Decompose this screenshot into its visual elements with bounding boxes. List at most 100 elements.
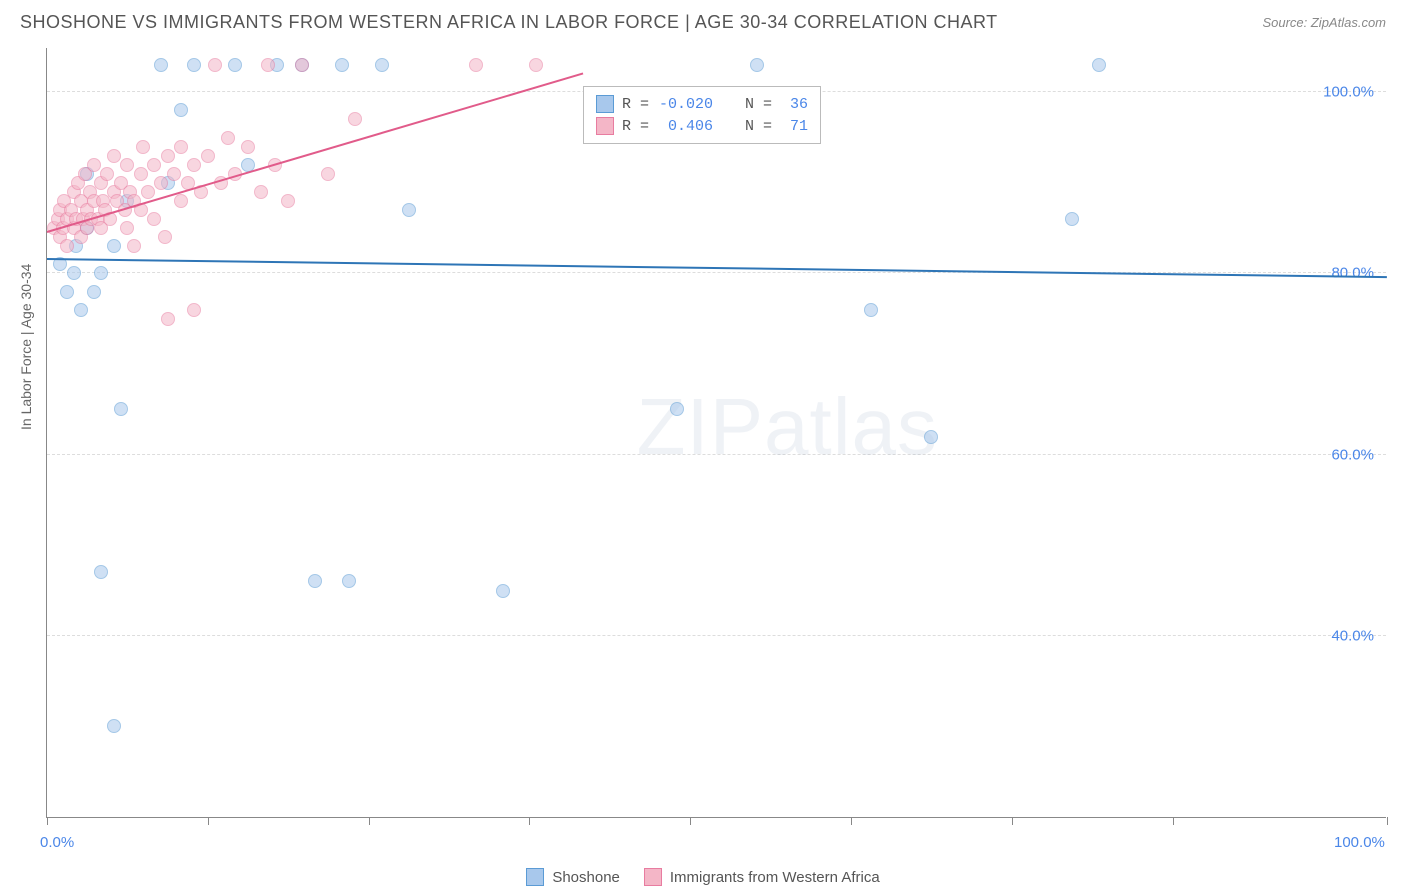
- data-point: [924, 430, 938, 444]
- data-point: [67, 266, 81, 280]
- data-point: [375, 58, 389, 72]
- data-point: [1065, 212, 1079, 226]
- data-point: [241, 140, 255, 154]
- data-point: [107, 239, 121, 253]
- data-point: [134, 167, 148, 181]
- r-value: 0.406: [657, 118, 713, 135]
- data-point: [120, 158, 134, 172]
- data-point: [94, 565, 108, 579]
- n-label: N =: [745, 96, 772, 113]
- data-point: [107, 719, 121, 733]
- legend-swatch: [596, 95, 614, 113]
- data-point: [154, 58, 168, 72]
- data-point: [201, 149, 215, 163]
- data-point: [87, 285, 101, 299]
- data-point: [94, 266, 108, 280]
- x-tick: [1012, 817, 1013, 825]
- data-point: [158, 230, 172, 244]
- n-value: 36: [780, 96, 808, 113]
- data-point: [261, 58, 275, 72]
- data-point: [308, 574, 322, 588]
- y-tick-label: 60.0%: [1331, 446, 1374, 463]
- data-point: [74, 303, 88, 317]
- data-point: [141, 185, 155, 199]
- data-point: [187, 158, 201, 172]
- legend-label: Shoshone: [552, 869, 620, 886]
- data-point: [87, 158, 101, 172]
- data-point: [228, 58, 242, 72]
- r-label: R =: [622, 96, 649, 113]
- watermark: ZIPatlas: [637, 381, 938, 473]
- n-value: 71: [780, 118, 808, 135]
- x-tick: [208, 817, 209, 825]
- data-point: [221, 131, 235, 145]
- data-point: [208, 58, 222, 72]
- data-point: [342, 574, 356, 588]
- data-point: [174, 103, 188, 117]
- x-tick: [369, 817, 370, 825]
- data-point: [864, 303, 878, 317]
- r-value: -0.020: [657, 96, 713, 113]
- data-point: [529, 58, 543, 72]
- data-point: [60, 239, 74, 253]
- bottom-legend: Shoshone Immigrants from Western Africa: [0, 868, 1406, 886]
- stats-legend-row: R = 0.406 N = 71: [596, 115, 808, 137]
- legend-item: Immigrants from Western Africa: [644, 868, 880, 886]
- x-tick: [47, 817, 48, 825]
- data-point: [670, 402, 684, 416]
- x-tick: [851, 817, 852, 825]
- y-axis-label: In Labor Force | Age 30-34: [18, 264, 34, 430]
- data-point: [335, 58, 349, 72]
- y-tick-label: 80.0%: [1331, 265, 1374, 282]
- data-point: [496, 584, 510, 598]
- data-point: [254, 185, 268, 199]
- data-point: [127, 239, 141, 253]
- plot-area: 40.0% 60.0% 80.0% 100.0% ZIPatlas R = -0.020 N …: [46, 48, 1386, 818]
- stats-legend: R = -0.020 N = 36 R = 0.406 N = 71: [583, 86, 821, 144]
- chart-title: SHOSHONE VS IMMIGRANTS FROM WESTERN AFRI…: [20, 12, 998, 33]
- data-point: [167, 167, 181, 181]
- data-point: [750, 58, 764, 72]
- trend-line: [47, 258, 1387, 278]
- data-point: [161, 312, 175, 326]
- data-point: [174, 140, 188, 154]
- legend-label: Immigrants from Western Africa: [670, 869, 880, 886]
- legend-swatch: [596, 117, 614, 135]
- data-point: [1092, 58, 1106, 72]
- chart-header: SHOSHONE VS IMMIGRANTS FROM WESTERN AFRI…: [0, 0, 1406, 41]
- n-label: N =: [745, 118, 772, 135]
- data-point: [100, 167, 114, 181]
- data-point: [295, 58, 309, 72]
- data-point: [161, 149, 175, 163]
- data-point: [114, 402, 128, 416]
- data-point: [402, 203, 416, 217]
- data-point: [187, 58, 201, 72]
- data-point: [469, 58, 483, 72]
- data-point: [147, 212, 161, 226]
- y-tick-label: 100.0%: [1323, 84, 1374, 101]
- data-point: [348, 112, 362, 126]
- trend-line: [47, 72, 584, 232]
- data-point: [136, 140, 150, 154]
- data-point: [281, 194, 295, 208]
- x-tick-label: 100.0%: [1334, 834, 1385, 851]
- stats-legend-row: R = -0.020 N = 36: [596, 93, 808, 115]
- r-label: R =: [622, 118, 649, 135]
- data-point: [120, 221, 134, 235]
- data-point: [107, 149, 121, 163]
- x-tick: [529, 817, 530, 825]
- data-point: [321, 167, 335, 181]
- legend-swatch: [644, 868, 662, 886]
- chart-source: Source: ZipAtlas.com: [1262, 15, 1386, 30]
- x-tick: [690, 817, 691, 825]
- x-tick-label: 0.0%: [40, 834, 74, 851]
- data-point: [60, 285, 74, 299]
- y-tick-label: 40.0%: [1331, 627, 1374, 644]
- legend-swatch: [526, 868, 544, 886]
- gridline: [47, 635, 1386, 636]
- x-tick: [1387, 817, 1388, 825]
- legend-item: Shoshone: [526, 868, 620, 886]
- data-point: [174, 194, 188, 208]
- x-tick: [1173, 817, 1174, 825]
- data-point: [147, 158, 161, 172]
